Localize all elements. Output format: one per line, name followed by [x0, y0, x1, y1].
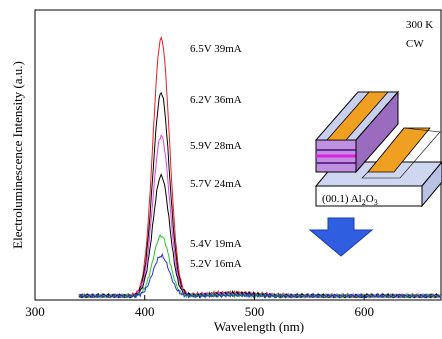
contact-stripe-top: [326, 91, 389, 141]
mode-annotation: CW: [406, 38, 424, 50]
series-labels: 6.5V 39mA 6.2V 36mA 5.9V 28mA 5.7V 24mA 5.4V…: [190, 43, 242, 270]
series-label: 5.2V 16mA: [190, 258, 242, 270]
substrate-side: [421, 161, 442, 208]
series-label: 5.9V 28mA: [190, 140, 242, 152]
series-label: 5.7V 24mA: [190, 178, 242, 190]
series-label: 6.2V 36mA: [190, 94, 242, 106]
x-ticks: 300 400 500 600: [25, 295, 374, 319]
pad-frame: [361, 127, 441, 179]
mesa-left-side: [355, 90, 399, 174]
y-axis-label: Electroluminescence Intensity (a.u.): [10, 61, 25, 249]
substrate-label: (00.1) Al2O3: [322, 193, 378, 207]
x-tick-label: 300: [25, 304, 45, 319]
down-arrow-icon: [308, 217, 374, 257]
series-line: [78, 252, 442, 299]
temperature-annotation: 300 K: [406, 19, 433, 31]
device-structure-inset: (00.1) Al2O3: [308, 90, 442, 257]
series-group: [78, 36, 442, 299]
series-line: [78, 233, 442, 299]
x-tick-label: 600: [354, 304, 374, 319]
x-tick-label: 400: [135, 304, 155, 319]
plot-frame: [34, 9, 442, 301]
series-label: 6.5V 39mA: [190, 43, 242, 55]
series-label: 5.4V 19mA: [190, 238, 242, 250]
x-tick-label: 500: [245, 304, 265, 319]
x-axis-label: Wavelength (nm): [214, 319, 304, 334]
